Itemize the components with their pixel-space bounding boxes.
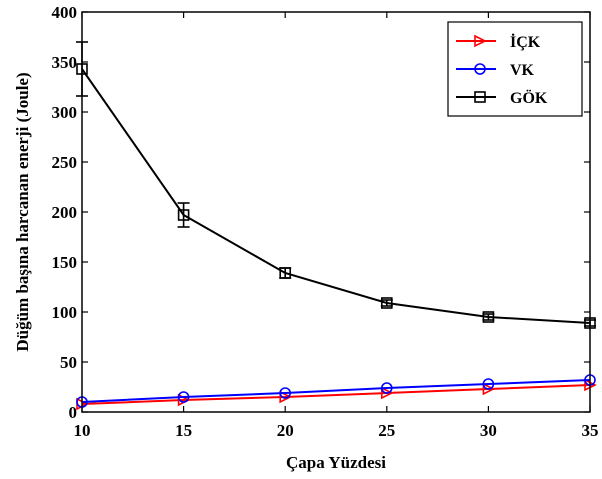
data-point xyxy=(177,209,190,221)
series-0 xyxy=(76,378,597,411)
legend-label: GÖK xyxy=(510,89,548,107)
y-tick-label: 200 xyxy=(52,203,78,222)
data-point xyxy=(482,311,495,323)
data-point xyxy=(482,382,496,396)
y-tick-label: 0 xyxy=(69,403,78,422)
y-tick-label: 350 xyxy=(52,53,78,72)
legend-marker xyxy=(474,34,487,48)
data-point xyxy=(482,378,495,390)
x-tick-label: 35 xyxy=(582,421,599,440)
legend-marker xyxy=(474,63,486,75)
x-tick-label: 30 xyxy=(480,421,497,440)
y-tick-label: 100 xyxy=(52,303,78,322)
data-point xyxy=(279,267,292,279)
y-axis-label: Düğüm başına harcanan enerji (Joule) xyxy=(13,72,32,351)
series-line xyxy=(81,68,591,324)
x-tick-label: 20 xyxy=(277,421,294,440)
data-point xyxy=(279,387,292,399)
x-tick-label: 10 xyxy=(74,421,91,440)
series-line xyxy=(81,379,591,403)
x-axis-label: Çapa Yüzdesi xyxy=(286,453,386,472)
data-point xyxy=(380,382,393,394)
data-point xyxy=(380,297,393,309)
legend-label: VK xyxy=(510,62,535,79)
x-tick-label: 15 xyxy=(175,421,192,440)
y-tick-label: 300 xyxy=(52,103,78,122)
y-tick-label: 250 xyxy=(52,153,78,172)
data-point xyxy=(279,390,292,404)
data-point xyxy=(380,386,394,400)
y-tick-label: 50 xyxy=(60,353,77,372)
legend-label: İÇK xyxy=(510,32,541,51)
series-1 xyxy=(76,374,596,408)
y-tick-label: 400 xyxy=(52,3,78,22)
x-tick-label: 25 xyxy=(378,421,395,440)
legend: İÇK VK GÖK xyxy=(447,21,583,117)
series-line xyxy=(81,384,591,405)
legend-marker xyxy=(474,91,486,103)
y-tick-label: 150 xyxy=(52,253,78,272)
data-point xyxy=(177,391,190,403)
